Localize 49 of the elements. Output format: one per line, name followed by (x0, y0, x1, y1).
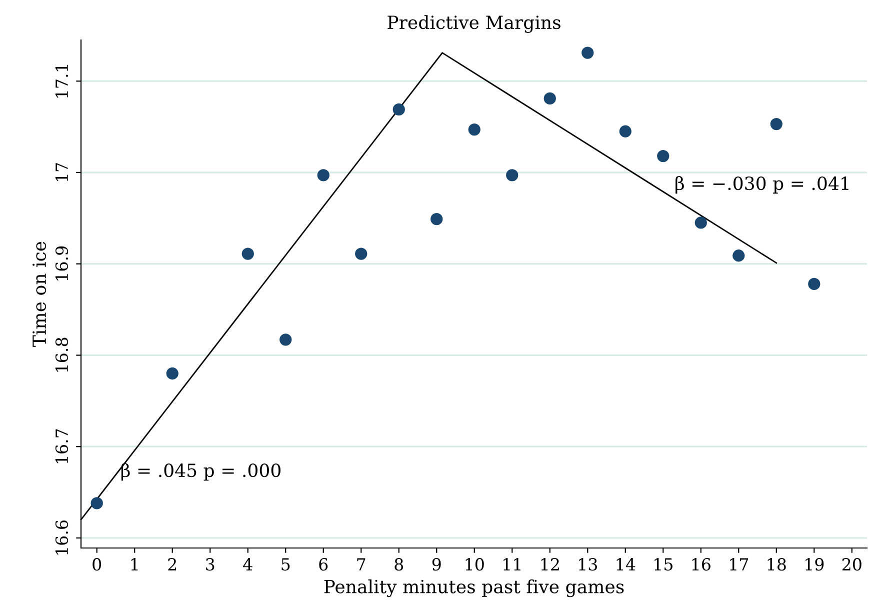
point (468, 123, 480, 136)
point (770, 118, 782, 130)
x-tick-label: 9 (432, 558, 441, 571)
x-tick-label: 18 (768, 558, 786, 571)
x-tick-label: 12 (541, 558, 559, 570)
point (544, 92, 556, 105)
point (242, 248, 254, 260)
x-tick-label: 2 (168, 558, 176, 570)
x-tick-label: 1 (131, 558, 138, 570)
x-tick-label: 7 (357, 558, 366, 570)
x-tick-label: 19 (806, 558, 824, 571)
y-tick-label: 16.8 (55, 338, 68, 372)
x-tick-label: 15 (654, 558, 672, 571)
y-tick-label: 16.9 (55, 246, 68, 280)
x-tick-label: 17 (730, 558, 748, 570)
point (732, 250, 745, 262)
x-tick-label: 11 (504, 558, 520, 570)
x-tick-label: 10 (466, 558, 484, 571)
x-tick-label: 14 (616, 558, 636, 570)
annotation: β = −.030 p = .041 (676, 176, 848, 194)
point (90, 497, 103, 510)
x-tick-label: 13 (579, 558, 597, 571)
point (280, 334, 292, 346)
point (430, 213, 443, 226)
x-axis-title: Penality minutes past five games (324, 579, 624, 598)
x-tick-label: 3 (206, 558, 214, 571)
point (657, 150, 670, 162)
y-tick-label: 16.6 (55, 520, 68, 554)
y-tick-label: 16.7 (55, 429, 68, 464)
point (808, 278, 820, 290)
y-tick-label: 17 (55, 163, 68, 182)
point (694, 216, 707, 229)
point (506, 169, 518, 182)
x-tick-label: 4 (243, 558, 252, 570)
y-axis-title: Time on ice (32, 242, 46, 347)
x-tick-label: 5 (282, 558, 290, 571)
point (582, 46, 594, 59)
x-tick-label: 0 (92, 558, 102, 571)
chart-title: Predictive Margins (388, 15, 560, 33)
point (355, 248, 368, 260)
point (317, 169, 330, 182)
point (619, 125, 632, 138)
x-tick-label: 16 (692, 558, 710, 571)
y-tick-label: 17.1 (55, 64, 68, 98)
x-tick-label: 20 (842, 558, 862, 571)
x-tick-label: 6 (319, 558, 328, 571)
point (166, 367, 178, 380)
point (392, 103, 405, 116)
x-tick-label: 8 (394, 558, 404, 571)
